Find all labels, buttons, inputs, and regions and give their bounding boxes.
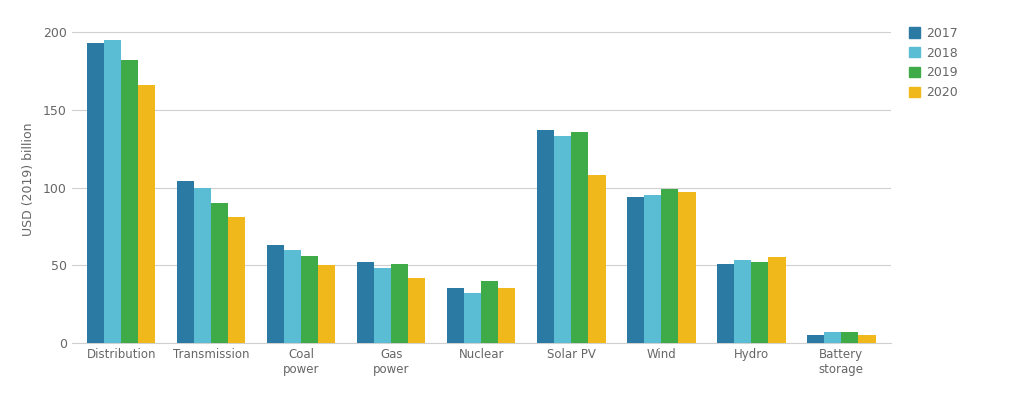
- Bar: [499, 288, 515, 343]
- Bar: [447, 288, 464, 343]
- Bar: [374, 268, 391, 343]
- Bar: [284, 250, 301, 343]
- Bar: [318, 265, 336, 343]
- Bar: [409, 278, 425, 343]
- Bar: [717, 264, 734, 343]
- Bar: [752, 262, 768, 343]
- Bar: [807, 335, 824, 343]
- Bar: [464, 293, 481, 343]
- Bar: [104, 40, 121, 343]
- Bar: [121, 60, 138, 343]
- Bar: [662, 189, 679, 343]
- Bar: [177, 181, 195, 343]
- Y-axis label: USD (2019) billion: USD (2019) billion: [22, 123, 35, 237]
- Bar: [87, 43, 104, 343]
- Bar: [357, 262, 374, 343]
- Bar: [627, 197, 644, 343]
- Bar: [842, 332, 858, 343]
- Legend: 2017, 2018, 2019, 2020: 2017, 2018, 2019, 2020: [905, 23, 963, 103]
- Bar: [481, 280, 499, 343]
- Bar: [195, 188, 211, 343]
- Bar: [391, 264, 409, 343]
- Bar: [211, 203, 228, 343]
- Bar: [768, 257, 785, 343]
- Bar: [679, 192, 695, 343]
- Bar: [644, 195, 662, 343]
- Bar: [571, 132, 589, 343]
- Bar: [554, 136, 571, 343]
- Bar: [589, 175, 605, 343]
- Bar: [138, 85, 156, 343]
- Bar: [734, 260, 752, 343]
- Bar: [824, 332, 842, 343]
- Bar: [858, 335, 876, 343]
- Bar: [301, 256, 318, 343]
- Bar: [538, 130, 554, 343]
- Bar: [267, 245, 284, 343]
- Bar: [228, 217, 246, 343]
